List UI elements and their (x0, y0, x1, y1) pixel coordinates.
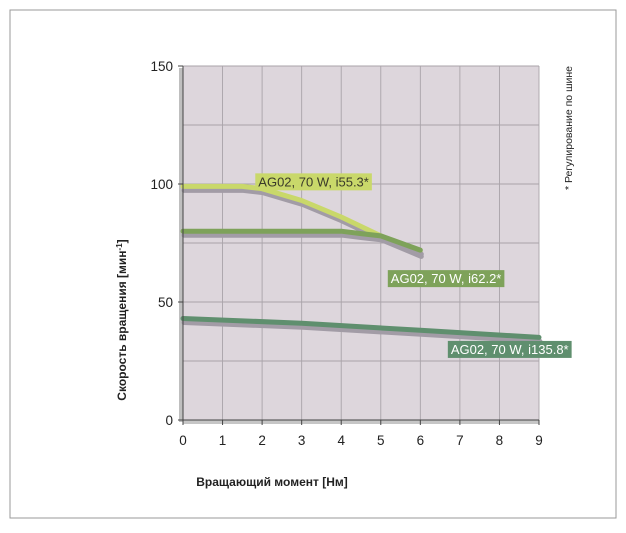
series-label-box (387, 270, 505, 288)
y-tick-label: 100 (150, 177, 173, 192)
series-label-box (255, 173, 372, 191)
y-axis-title-tail: ] (115, 239, 129, 243)
series-label-box (447, 340, 572, 358)
series-label: AG02, 70 W, i135.8* (451, 342, 569, 357)
series-line-shadow (181, 320, 543, 344)
x-tick-label: 0 (179, 433, 187, 448)
series-label: AG02, 70 W, i55.3* (258, 174, 369, 189)
x-tick-label: 7 (456, 433, 464, 448)
y-axis-title-main: Скорость вращения [мин (115, 250, 129, 400)
series-line-shadow (181, 232, 424, 257)
plot-shadow-left (179, 68, 185, 422)
x-tick-label: 9 (535, 433, 543, 448)
x-axis-title: Вращающий момент [Нм] (196, 475, 348, 489)
x-tick-label: 2 (258, 433, 266, 448)
y-axis-title-sup: -1 (115, 243, 124, 251)
x-tick-label: 1 (219, 433, 227, 448)
series-line (180, 316, 542, 340)
x-tick-label: 8 (496, 433, 504, 448)
series-line (180, 228, 423, 253)
x-tick-label: 5 (377, 433, 385, 448)
plot-shadow-bottom (183, 420, 539, 424)
x-tick-label: 6 (417, 433, 425, 448)
y-tick-label: 0 (165, 413, 173, 428)
x-tick-label: 3 (298, 433, 306, 448)
y-axis-title: Скорость вращения [мин-1] (115, 239, 130, 400)
series-label: AG02, 70 W, i62.2* (391, 271, 502, 286)
y-tick-label: 50 (158, 295, 173, 310)
side-note: * Регулирование по шине (563, 66, 575, 190)
y-tick-label: 150 (150, 59, 173, 74)
x-tick-label: 4 (337, 433, 345, 448)
